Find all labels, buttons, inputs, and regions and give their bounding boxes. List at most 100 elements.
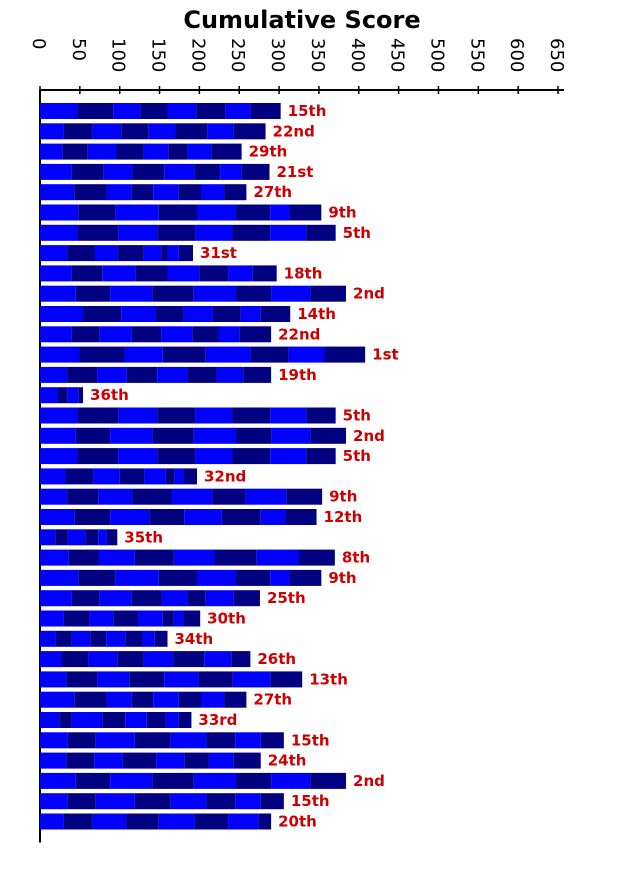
bar-segment	[250, 346, 289, 363]
bar-segment	[285, 509, 317, 525]
bar-segment	[40, 691, 75, 708]
bar-segment	[125, 712, 147, 728]
bar-segment	[85, 529, 99, 546]
bar-segment	[233, 590, 260, 607]
chart-title: Cumulative Score	[183, 6, 420, 34]
bar-segment	[117, 651, 144, 668]
bar-segment	[63, 610, 90, 627]
bar-segment	[270, 204, 290, 221]
bar-segment	[216, 366, 244, 383]
bar-segment	[270, 448, 307, 465]
x-tick-label: 50	[68, 38, 89, 61]
rank-label: 25th	[267, 589, 306, 607]
bar-segment	[40, 224, 78, 241]
bar-segment	[167, 265, 200, 282]
bar-segment	[74, 509, 111, 525]
rank-label: 36th	[90, 386, 129, 404]
x-tick-label: 200	[187, 38, 208, 72]
bar-segment	[184, 752, 209, 769]
bar-segment	[106, 630, 126, 647]
bar-segment	[199, 265, 229, 282]
bars	[40, 103, 366, 830]
bar-segment	[187, 366, 217, 383]
bar-segment	[40, 468, 66, 485]
bar-segment	[88, 651, 118, 668]
rank-label: 35th	[124, 528, 163, 546]
bar-segment	[178, 712, 192, 728]
x-tick-label: 350	[307, 38, 328, 72]
bar-segment	[131, 590, 162, 607]
rank-label: 33rd	[198, 711, 237, 729]
bar-segment	[193, 427, 237, 444]
bar-segment	[40, 732, 68, 749]
bar-segment	[67, 793, 96, 810]
bar-segment	[40, 630, 56, 647]
bar-segment	[95, 793, 135, 810]
bar-segment	[40, 143, 63, 160]
bar-segment	[40, 427, 76, 444]
bar-segment	[220, 163, 242, 180]
bar-segment	[40, 752, 67, 769]
bar-segment	[40, 407, 78, 424]
bar-segment	[113, 610, 139, 627]
rank-label: 31st	[200, 244, 237, 262]
bar-segment	[40, 103, 78, 119]
bar-segment	[235, 793, 261, 810]
rank-labels: 15th 22nd 29th 21st 27th 9th 5th 31st 18th 2nd 14t…	[90, 102, 399, 831]
bar-segment	[115, 569, 159, 586]
bar-segment	[148, 123, 176, 140]
bar-segment	[158, 813, 195, 830]
bar-segment	[99, 590, 132, 607]
bar-segment	[40, 184, 75, 201]
bar-segment	[40, 488, 68, 505]
bar-segment	[245, 488, 287, 505]
bar-segment	[194, 163, 221, 180]
bar-segment	[271, 772, 311, 789]
bar-segment	[157, 224, 196, 241]
bar-segment	[110, 509, 150, 525]
bar-segment	[260, 509, 286, 525]
bar-segment	[97, 366, 127, 383]
bar-segment	[193, 772, 237, 789]
bar-segment	[40, 366, 68, 383]
bar-segment	[207, 123, 234, 140]
bar-segment	[152, 427, 194, 444]
x-tick-label: 150	[148, 38, 169, 72]
bar-segment	[153, 691, 179, 708]
bar-segment	[40, 712, 60, 728]
bar-segment	[93, 468, 120, 485]
bar-segment	[143, 245, 162, 262]
bar-segment	[154, 630, 168, 647]
x-tick-label: 550	[466, 38, 487, 72]
bar-segment	[40, 265, 72, 282]
bar-segment	[208, 752, 234, 769]
bar-segment	[187, 590, 206, 607]
rank-label: 21st	[277, 163, 314, 181]
bar-segment	[206, 793, 236, 810]
bar-segment	[170, 732, 207, 749]
bar-segment	[75, 427, 111, 444]
rank-label: 15th	[291, 731, 330, 749]
bar-segment	[256, 549, 299, 566]
bar-segment	[200, 691, 225, 708]
bar-segment	[258, 813, 272, 830]
bar-segment	[306, 407, 336, 424]
bar-segment	[71, 712, 103, 728]
bar-segment	[158, 204, 197, 221]
bar-segment	[260, 306, 291, 322]
bar-segment	[157, 407, 196, 424]
bar-segment	[205, 346, 251, 363]
bar-segment	[224, 184, 247, 201]
bar-segment	[161, 590, 188, 607]
bar-segment	[62, 143, 88, 160]
bar-segment	[156, 752, 185, 769]
bar-segment	[40, 245, 68, 262]
bar-segment	[193, 285, 237, 302]
rank-label: 2nd	[353, 427, 385, 445]
bar-segment	[157, 366, 188, 383]
rank-label: 8th	[342, 549, 370, 567]
bar-segment	[77, 407, 119, 424]
bar-segment	[167, 245, 179, 262]
x-tick-label: 100	[108, 38, 129, 72]
bar-segment	[196, 569, 237, 586]
